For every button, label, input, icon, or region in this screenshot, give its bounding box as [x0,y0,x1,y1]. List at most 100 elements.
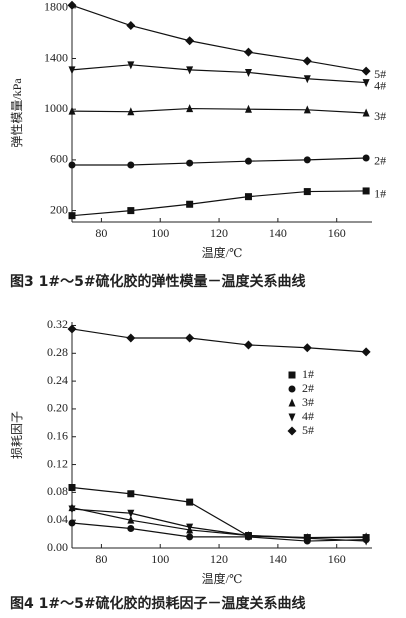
marker [287,426,297,436]
legend-label: 3# [302,395,314,409]
caption: 图3 1#～5#硫化胶的弹性模量－温度关系曲线 [10,273,306,290]
marker [243,340,253,350]
marker [185,333,195,343]
marker [68,505,76,514]
marker [303,188,311,196]
x-tick-label: 140 [269,552,287,566]
y-tick-label: 0.12 [47,456,68,470]
x-axis-label: 温度/℃ [202,245,243,260]
marker [127,207,135,215]
y-tick-label: 0.28 [47,345,68,359]
caption: 图4 1#～5#硫化胶的损耗因子－温度关系曲线 [10,595,306,612]
marker [361,347,371,357]
marker [127,61,135,70]
series-label: 4# [374,78,386,92]
series-line [71,507,367,539]
x-tick-label: 80 [95,226,107,240]
marker [303,534,311,543]
marker [302,343,312,353]
marker [362,537,370,546]
marker [127,525,135,533]
marker [303,75,311,84]
marker [362,79,370,88]
marker [288,371,296,379]
marker [302,56,312,66]
marker [361,66,371,76]
y-tick-label: 1400 [44,50,68,64]
y-tick-label: 0.24 [47,373,68,387]
series-label: 2# [374,154,386,168]
marker [186,523,194,532]
marker [186,104,194,113]
marker [243,47,253,57]
y-axis-label: 损耗因子 [10,411,24,459]
marker [68,212,76,220]
series-line [71,508,367,542]
marker [127,161,135,169]
series-line [71,4,367,72]
marker [68,484,76,492]
marker [186,66,194,75]
marker [288,413,296,422]
x-tick-label: 80 [95,552,107,566]
marker [186,498,194,506]
marker [68,519,76,527]
x-tick-label: 160 [328,226,346,240]
marker [362,187,370,195]
y-tick-label: 200 [50,202,68,216]
y-tick-label: 0.16 [47,428,68,442]
marker [362,154,370,162]
y-tick-label: 0.08 [47,484,68,498]
marker [67,0,77,10]
series-label: 5# [374,67,386,81]
marker [68,66,76,75]
legend-label: 2# [302,381,314,395]
marker [127,107,135,116]
y-tick-label: 0.32 [47,317,68,331]
y-axis-label: 弹性模量/kPa [10,78,24,148]
marker [303,156,311,164]
marker [303,105,311,114]
marker [244,531,252,540]
x-tick-label: 140 [269,226,287,240]
marker [362,108,370,117]
marker [127,515,135,524]
marker [126,333,136,343]
legend-label: 1# [302,367,314,381]
series-line [71,190,367,217]
y-tick-label: 0.00 [47,540,68,554]
legend-label: 5# [302,423,314,437]
marker [127,509,135,518]
series-line [72,157,367,166]
x-axis-label: 温度/℃ [202,571,243,586]
x-tick-label: 100 [151,226,169,240]
series-line [71,107,367,114]
marker [288,385,296,393]
y-tick-label: 0.04 [47,512,68,526]
series-label: 3# [374,109,386,123]
marker [185,36,195,46]
series-line [71,328,367,353]
y-tick-label: 1800 [44,0,68,14]
series-label: 1# [374,187,386,201]
marker [126,21,136,31]
y-tick-label: 600 [50,152,68,166]
marker [288,398,296,407]
marker [68,106,76,115]
marker [67,324,77,334]
x-tick-label: 120 [210,226,228,240]
marker [244,193,252,201]
y-tick-label: 1000 [44,101,68,115]
marker [186,159,194,167]
marker [186,533,194,541]
marker [186,200,194,208]
series-line [71,522,367,542]
x-tick-label: 100 [151,552,169,566]
marker [127,490,135,498]
series-line [71,64,367,84]
marker [244,104,252,113]
x-tick-label: 120 [210,552,228,566]
x-tick-label: 160 [328,552,346,566]
marker [68,161,76,169]
